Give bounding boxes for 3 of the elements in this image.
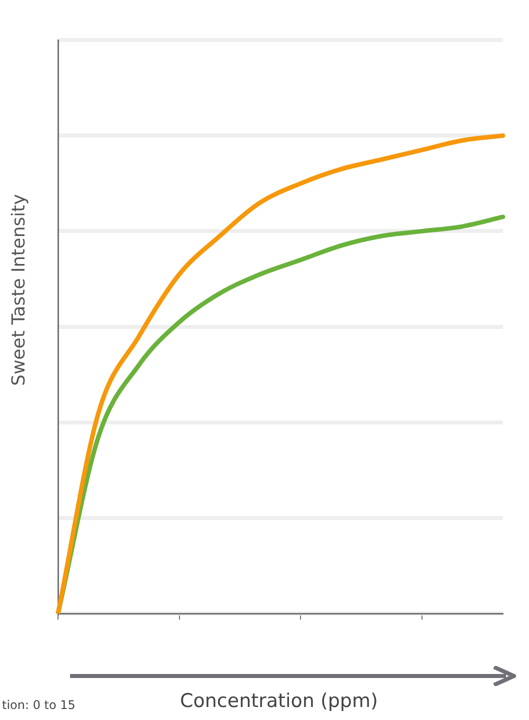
y-axis-title: Sweet Taste Intensity bbox=[8, 194, 30, 386]
text: tion: 0 to 15 bbox=[2, 698, 76, 712]
x-axis-title: Concentration (ppm) bbox=[180, 690, 378, 712]
